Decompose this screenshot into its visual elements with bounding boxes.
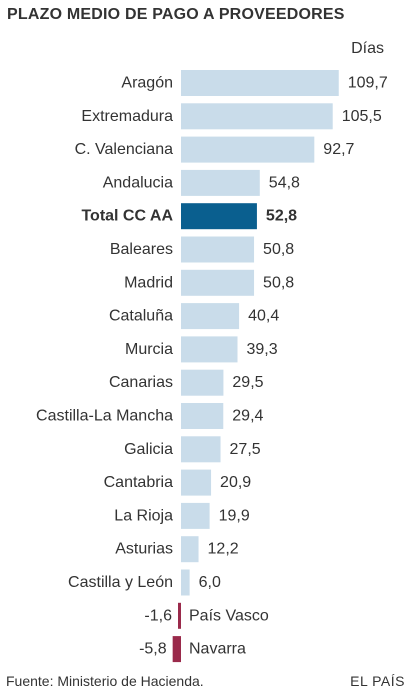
category-label-galicia: Galicia <box>124 441 173 458</box>
category-label-total-cc-aa: Total CC AA <box>81 208 173 225</box>
value-label-aragon: 109,7 <box>348 75 388 92</box>
bar-canarias <box>181 369 224 396</box>
value-label-madrid: 50,8 <box>263 274 294 291</box>
value-label-andalucia: 54,8 <box>269 174 300 191</box>
category-label-extremadura: Extremadura <box>81 108 173 125</box>
category-label-castilla-y-leon: Castilla y León <box>68 574 173 591</box>
bar-castilla-y-leon <box>181 569 190 596</box>
bar-extremadura <box>181 103 333 130</box>
category-label-la-rioja: La Rioja <box>114 507 173 524</box>
category-label-aragon: Aragón <box>121 75 173 92</box>
value-label-total-cc-aa: 52,8 <box>266 208 297 225</box>
bar-galicia <box>181 436 221 463</box>
category-label-canarias: Canarias <box>109 374 173 391</box>
value-label-cataluna: 40,4 <box>248 308 279 325</box>
category-label-navarra: Navarra <box>189 641 246 658</box>
brand-logo: EL PAÍS <box>350 673 405 689</box>
category-label-madrid: Madrid <box>124 274 173 291</box>
bar-navarra <box>172 636 181 663</box>
value-label-navarra: -5,8 <box>139 641 167 658</box>
category-label-murcia: Murcia <box>125 341 173 358</box>
value-label-extremadura: 105,5 <box>342 108 382 125</box>
value-label-canarias: 29,5 <box>232 374 263 391</box>
bar-andalucia <box>181 169 260 196</box>
unit-label: Días <box>351 40 384 57</box>
value-label-castilla-y-leon: 6,0 <box>199 574 221 591</box>
bar-cantabria <box>181 469 212 496</box>
value-label-cantabria: 20,9 <box>220 474 251 491</box>
category-label-cantabria: Cantabria <box>104 474 173 491</box>
value-label-galicia: 27,5 <box>230 441 261 458</box>
source-note: Fuente: Ministerio de Hacienda. <box>6 673 204 689</box>
value-label-asturias: 12,2 <box>208 541 239 558</box>
category-label-c-valenciana: C. Valenciana <box>75 141 174 158</box>
bar-pais-vasco <box>178 602 181 629</box>
category-label-asturias: Asturias <box>115 541 173 558</box>
category-label-cataluna: Cataluña <box>109 308 173 325</box>
bar-castilla-la-mancha <box>181 403 224 429</box>
bar-baleares <box>181 236 255 263</box>
category-label-castilla-la-mancha: Castilla-La Mancha <box>36 408 173 425</box>
bar-murcia <box>181 336 238 363</box>
category-label-andalucia: Andalucia <box>103 174 173 191</box>
bar-asturias <box>181 536 199 563</box>
value-label-la-rioja: 19,9 <box>219 507 250 524</box>
bar-la-rioja <box>181 502 210 529</box>
category-label-baleares: Baleares <box>110 241 173 258</box>
category-label-pais-vasco: País Vasco <box>189 607 269 624</box>
bar-cataluna <box>181 303 240 330</box>
bar-madrid <box>181 269 255 296</box>
bar-c-valenciana <box>181 136 315 163</box>
bar-total-cc-aa <box>181 203 257 230</box>
value-label-c-valenciana: 92,7 <box>323 141 354 158</box>
value-label-murcia: 39,3 <box>247 341 278 358</box>
value-label-baleares: 50,8 <box>263 241 294 258</box>
value-label-pais-vasco: -1,6 <box>144 607 172 624</box>
chart-title: PLAZO MEDIO DE PAGO A PROVEEDORES <box>7 6 345 23</box>
value-label-castilla-la-mancha: 29,4 <box>232 408 263 425</box>
bar-aragon <box>181 70 339 96</box>
